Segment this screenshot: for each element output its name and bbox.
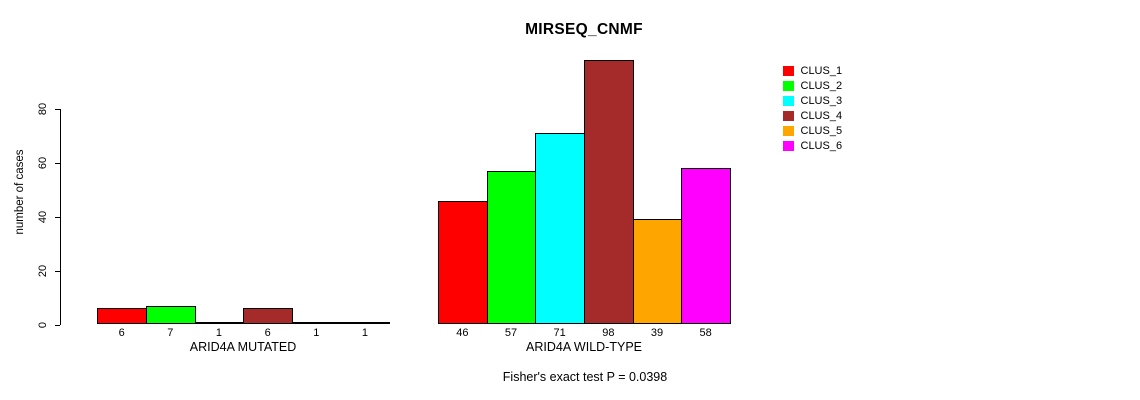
group-label-arid4a-wild-type: ARID4A WILD-TYPE bbox=[526, 340, 642, 354]
y-axis-label: number of cases bbox=[14, 149, 26, 235]
bar-value-label: 46 bbox=[456, 326, 469, 339]
bar-clus_1-group2 bbox=[438, 200, 488, 325]
y-tick bbox=[54, 324, 60, 326]
y-tick-label: 0 bbox=[37, 321, 49, 328]
y-tick bbox=[54, 216, 60, 218]
bar-clus_4-group2 bbox=[584, 60, 634, 325]
group-label-arid4a-mutated: ARID4A MUTATED bbox=[189, 340, 297, 354]
bar-value-label: 1 bbox=[361, 326, 369, 339]
bar-clus_6-group1 bbox=[340, 321, 391, 325]
bar-value-label: 1 bbox=[215, 326, 223, 339]
bar-clus_5-group1 bbox=[291, 321, 342, 325]
chart-title: MIRSEQ_CNMF bbox=[525, 21, 643, 38]
y-tick-label: 40 bbox=[37, 210, 49, 223]
bar-clus_2-group2 bbox=[486, 170, 537, 325]
y-tick bbox=[54, 270, 60, 272]
legend-swatch-clus_1 bbox=[783, 65, 794, 77]
bar-value-label: 71 bbox=[553, 326, 566, 339]
bar-clus_4-group1 bbox=[243, 308, 293, 325]
legend-swatch-clus_3 bbox=[783, 95, 794, 107]
y-tick-label: 80 bbox=[37, 102, 49, 116]
legend-label: CLUS_6 bbox=[800, 139, 843, 152]
bar-clus_1-group1 bbox=[97, 308, 147, 325]
legend-label: CLUS_5 bbox=[800, 124, 843, 137]
legend-label: CLUS_4 bbox=[800, 109, 843, 122]
y-axis-line bbox=[60, 108, 61, 325]
bar-value-label: 58 bbox=[699, 326, 712, 339]
bar-value-label: 7 bbox=[167, 326, 174, 339]
bar-clus_3-group1 bbox=[194, 321, 245, 325]
legend-label: CLUS_2 bbox=[800, 79, 843, 92]
legend-item-clus_3: CLUS_3 bbox=[783, 94, 843, 107]
legend-swatch-clus_4 bbox=[783, 110, 794, 122]
y-tick-label: 60 bbox=[37, 156, 49, 169]
legend-item-clus_1: CLUS_1 bbox=[783, 64, 843, 77]
y-tick bbox=[54, 108, 60, 110]
bar-value-label: 57 bbox=[504, 326, 518, 339]
bar-value-label: 39 bbox=[650, 326, 664, 339]
legend-swatch-clus_5 bbox=[783, 125, 794, 137]
bar-value-label: 98 bbox=[602, 326, 615, 339]
legend-item-clus_6: CLUS_6 bbox=[783, 139, 843, 152]
legend-swatch-clus_6 bbox=[783, 140, 794, 152]
bar-clus_2-group1 bbox=[145, 305, 196, 325]
legend-item-clus_4: CLUS_4 bbox=[783, 109, 843, 122]
legend-item-clus_2: CLUS_2 bbox=[783, 79, 843, 92]
bar-value-label: 6 bbox=[118, 326, 125, 339]
bar-clus_3-group2 bbox=[535, 133, 585, 325]
bar-value-label: 1 bbox=[313, 326, 320, 339]
bar-value-label: 6 bbox=[264, 326, 271, 339]
bar-clus_5-group2 bbox=[632, 219, 683, 325]
y-tick-label: 20 bbox=[37, 264, 49, 277]
bar-clus_6-group2 bbox=[681, 168, 731, 325]
legend-label: CLUS_1 bbox=[800, 64, 843, 77]
y-tick bbox=[54, 162, 60, 164]
fisher-test-annotation: Fisher's exact test P = 0.0398 bbox=[502, 370, 668, 384]
legend-swatch-clus_2 bbox=[783, 80, 794, 92]
legend-label: CLUS_3 bbox=[800, 94, 843, 107]
legend-item-clus_5: CLUS_5 bbox=[783, 124, 843, 137]
